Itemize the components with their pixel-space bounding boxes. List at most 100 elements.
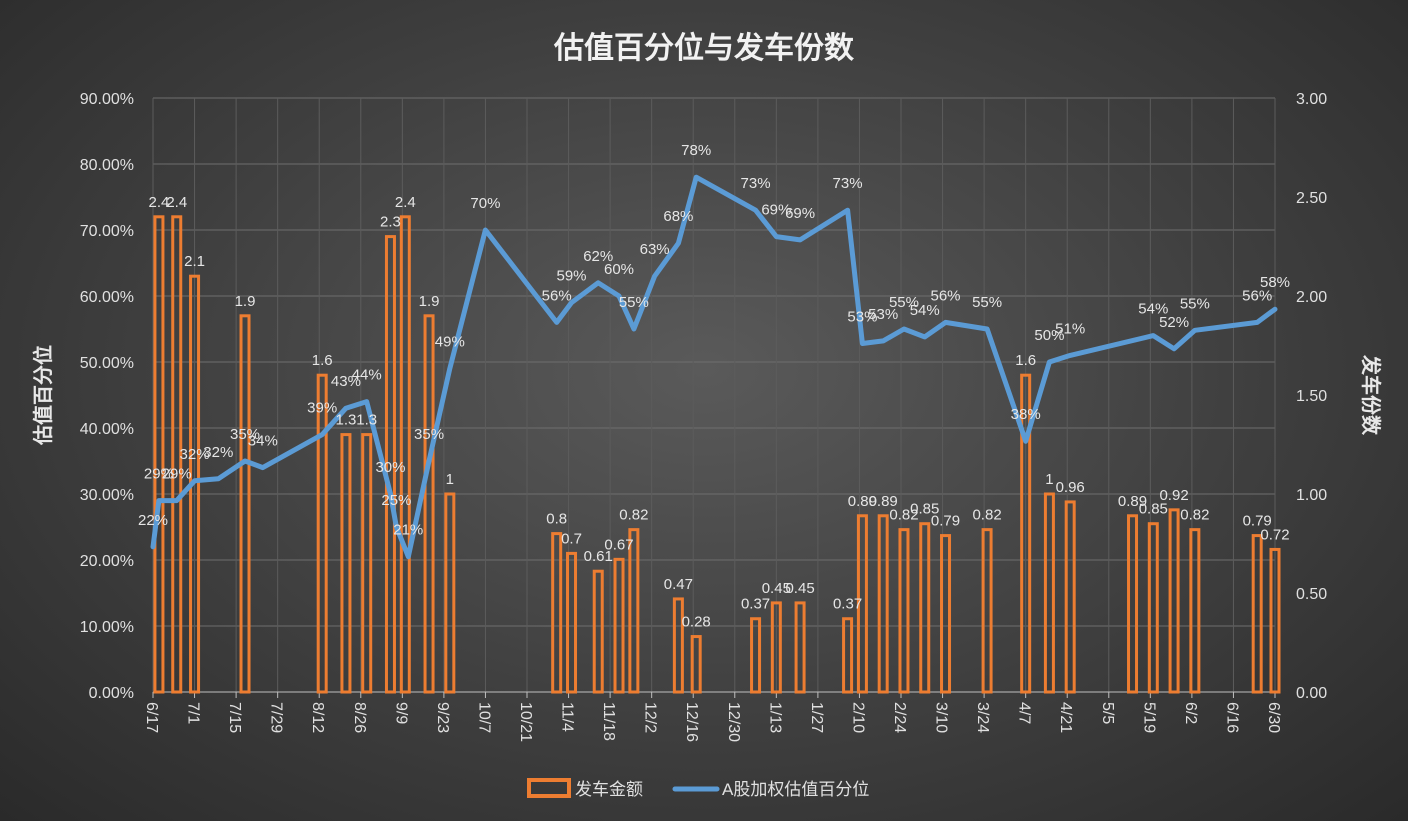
line-data-label: 56% — [1242, 287, 1272, 304]
line-data-label: 35% — [414, 426, 444, 443]
chart-title: 估值百分位与发车份数 — [553, 31, 855, 65]
left-tick-label: 50.00% — [80, 355, 134, 372]
line-data-label: 55% — [889, 294, 919, 311]
bar-data-label: 2.4 — [149, 194, 170, 211]
bar-data-label: 0.45 — [785, 580, 814, 597]
line-data-label: 22% — [138, 512, 168, 529]
x-tick-label: 2/24 — [891, 702, 908, 733]
bar — [423, 314, 435, 694]
bar — [1064, 500, 1076, 694]
bar — [239, 314, 251, 694]
x-tick-label: 1/27 — [808, 702, 825, 733]
right-axis: 0.00 0.50 1.00 1.50 2.00 2.50 3.00 — [1296, 91, 1327, 702]
x-tick-label: 12/2 — [642, 702, 659, 733]
left-tick-label: 40.00% — [80, 421, 134, 438]
bar — [750, 617, 762, 694]
left-axis-title: 估值百分位 — [31, 345, 55, 446]
x-tick-label: 1/13 — [766, 702, 783, 733]
bar-data-label: 1.3 — [356, 412, 377, 429]
x-tick-label: 8/26 — [351, 702, 368, 733]
line-data-label: 39% — [307, 400, 337, 417]
bar — [171, 215, 183, 694]
line-data-label: 55% — [1180, 295, 1210, 312]
valuation-percentile-line — [150, 174, 1278, 560]
x-tick-label: 5/5 — [1099, 702, 1116, 724]
bar — [592, 569, 604, 694]
left-tick-label: 10.00% — [80, 619, 134, 636]
bar — [444, 492, 456, 694]
line-data-label: 21% — [393, 522, 423, 539]
bar — [856, 514, 868, 694]
bar — [981, 528, 993, 694]
x-tick-label: 9/23 — [434, 702, 451, 733]
bar-data-label: 0.47 — [664, 576, 693, 593]
line-data-label: 25% — [381, 492, 411, 509]
x-tick-label: 4/7 — [1016, 702, 1033, 724]
right-tick-label: 0.50 — [1296, 586, 1327, 603]
x-tick-label: 7/1 — [185, 702, 202, 724]
x-tick-label: 2/10 — [849, 702, 866, 733]
line-data-label: 54% — [1138, 301, 1168, 318]
bar-data-label: 1.6 — [1015, 352, 1036, 369]
line-data-label: 55% — [972, 294, 1002, 311]
bar — [1269, 547, 1281, 694]
bar — [1147, 522, 1159, 694]
bar-data-label: 0.61 — [584, 548, 613, 565]
line-data-label: 62% — [583, 248, 613, 265]
line-data-label: 53% — [868, 306, 898, 323]
line-data-label: 63% — [640, 241, 670, 258]
bar-data-label: 1.3 — [336, 412, 357, 429]
left-tick-label: 20.00% — [80, 553, 134, 570]
bar-data-label: 0.79 — [931, 513, 960, 530]
x-tick-label: 12/30 — [725, 702, 742, 742]
left-tick-label: 70.00% — [80, 223, 134, 240]
right-tick-label: 0.00 — [1296, 685, 1327, 702]
line-data-label: 32% — [180, 446, 210, 463]
bar — [877, 514, 889, 694]
x-axis: 6/17 7/1 7/15 7/29 8/12 8/26 9/9 9/23 10/7 10/21 1… — [143, 691, 1282, 742]
line-data-label: 29% — [144, 466, 174, 483]
left-tick-label: 80.00% — [80, 157, 134, 174]
bar — [1127, 514, 1139, 694]
bar-data-label: 2.4 — [166, 194, 187, 211]
x-tick-label: 6/30 — [1265, 702, 1282, 733]
bar — [566, 551, 578, 694]
x-tick-label: 8/12 — [309, 702, 326, 733]
bar-data-label: 0.85 — [1139, 501, 1168, 518]
x-tick-label: 6/2 — [1182, 702, 1199, 724]
x-tick-label: 9/9 — [392, 702, 409, 724]
bar — [1043, 492, 1055, 694]
right-tick-label: 1.50 — [1296, 388, 1327, 405]
bar — [613, 557, 625, 694]
bar — [919, 522, 931, 694]
bar-data-label: 0.82 — [972, 507, 1001, 524]
bar-data-label: 0.28 — [682, 614, 711, 631]
line-data-label: 44% — [352, 367, 382, 384]
line-data-label: 68% — [663, 208, 693, 225]
right-tick-label: 3.00 — [1296, 91, 1327, 108]
line-data-label: 35% — [230, 426, 260, 443]
right-tick-label: 2.00 — [1296, 289, 1327, 306]
bar-data-label: 0.45 — [762, 580, 791, 597]
right-axis-title: 发车份数 — [1359, 354, 1383, 436]
line-data-label: 73% — [741, 175, 771, 192]
line-series — [150, 174, 1278, 560]
bar-data-label: 0.37 — [833, 596, 862, 613]
x-tick-label: 6/16 — [1223, 702, 1240, 733]
bar — [690, 635, 702, 694]
x-tick-label: 5/19 — [1140, 702, 1157, 733]
left-tick-label: 30.00% — [80, 487, 134, 504]
line-data-label: 34% — [248, 433, 278, 450]
bar — [940, 534, 952, 694]
line-data-label: 30% — [375, 459, 405, 476]
bar-data-label: 0.89 — [869, 493, 898, 510]
legend-bar-label: 发车金额 — [575, 780, 643, 799]
legend-line-label: A股加权估值百分位 — [722, 780, 869, 799]
line-data-label: 53% — [847, 309, 877, 326]
bar — [672, 597, 684, 694]
bar-data-label: 0.67 — [604, 536, 633, 553]
bar-data-label: 0.85 — [910, 501, 939, 518]
bar-data-label: 0.37 — [741, 596, 770, 613]
x-tick-label: 12/16 — [683, 702, 700, 742]
right-tick-label: 1.00 — [1296, 487, 1327, 504]
